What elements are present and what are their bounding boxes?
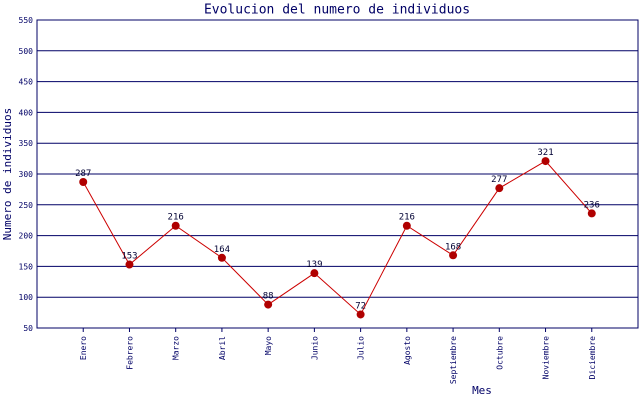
y-tick-label: 550: [19, 16, 34, 25]
value-label: 139: [306, 260, 322, 270]
data-point: [310, 269, 319, 278]
x-tick-label: Septiembre: [449, 336, 458, 384]
y-tick-label: 50: [23, 324, 33, 333]
value-label: 164: [214, 245, 230, 255]
y-tick-label: 500: [19, 47, 34, 56]
y-tick-label: 100: [19, 293, 34, 302]
data-point: [125, 260, 134, 269]
x-tick-label: Julio: [357, 336, 366, 360]
x-tick-label: Enero: [79, 336, 88, 360]
x-tick-label: Marzo: [172, 336, 181, 360]
data-point: [449, 251, 458, 260]
data-point: [356, 310, 365, 319]
plot-frame: [36, 19, 639, 329]
x-tick-label: Mayo: [264, 336, 273, 355]
y-tick-label: 150: [19, 262, 34, 271]
data-point: [79, 178, 88, 187]
value-label: 287: [75, 169, 91, 179]
y-axis-label: Numero de individuos: [1, 108, 14, 240]
data-point: [495, 184, 504, 193]
value-label: 72: [355, 301, 366, 311]
data-point: [541, 157, 550, 166]
data-point: [217, 253, 226, 262]
value-label: 168: [445, 242, 461, 252]
x-tick-label: Febrero: [125, 336, 134, 370]
value-label: 277: [491, 175, 507, 185]
value-label: 321: [537, 148, 553, 158]
x-tick-label: Agosto: [403, 336, 412, 365]
value-label: 216: [168, 213, 184, 223]
chart-title: Evolucion del numero de individuos: [204, 3, 470, 18]
data-point: [402, 221, 411, 230]
value-label: 236: [584, 200, 600, 210]
x-tick-label: Diciembre: [588, 336, 597, 380]
y-tick-label: 400: [19, 108, 34, 117]
x-tick-label: Abril: [218, 336, 227, 360]
data-point: [587, 209, 596, 218]
x-tick-label: Noviembre: [542, 336, 551, 380]
value-label: 216: [399, 213, 415, 223]
x-tick-label: Junio: [310, 336, 319, 360]
y-tick-label: 450: [19, 78, 34, 87]
data-point: [171, 221, 180, 230]
x-axis-label: Mes: [472, 384, 492, 397]
data-line: [82, 160, 593, 316]
value-label: 88: [263, 292, 274, 302]
y-tick-label: 250: [19, 201, 34, 210]
x-tick-label: Octubre: [495, 336, 504, 370]
data-point: [264, 300, 273, 309]
value-label: 153: [121, 252, 137, 262]
y-tick-label: 300: [19, 170, 34, 179]
y-tick-label: 200: [19, 232, 34, 241]
y-tick-label: 350: [19, 139, 34, 148]
